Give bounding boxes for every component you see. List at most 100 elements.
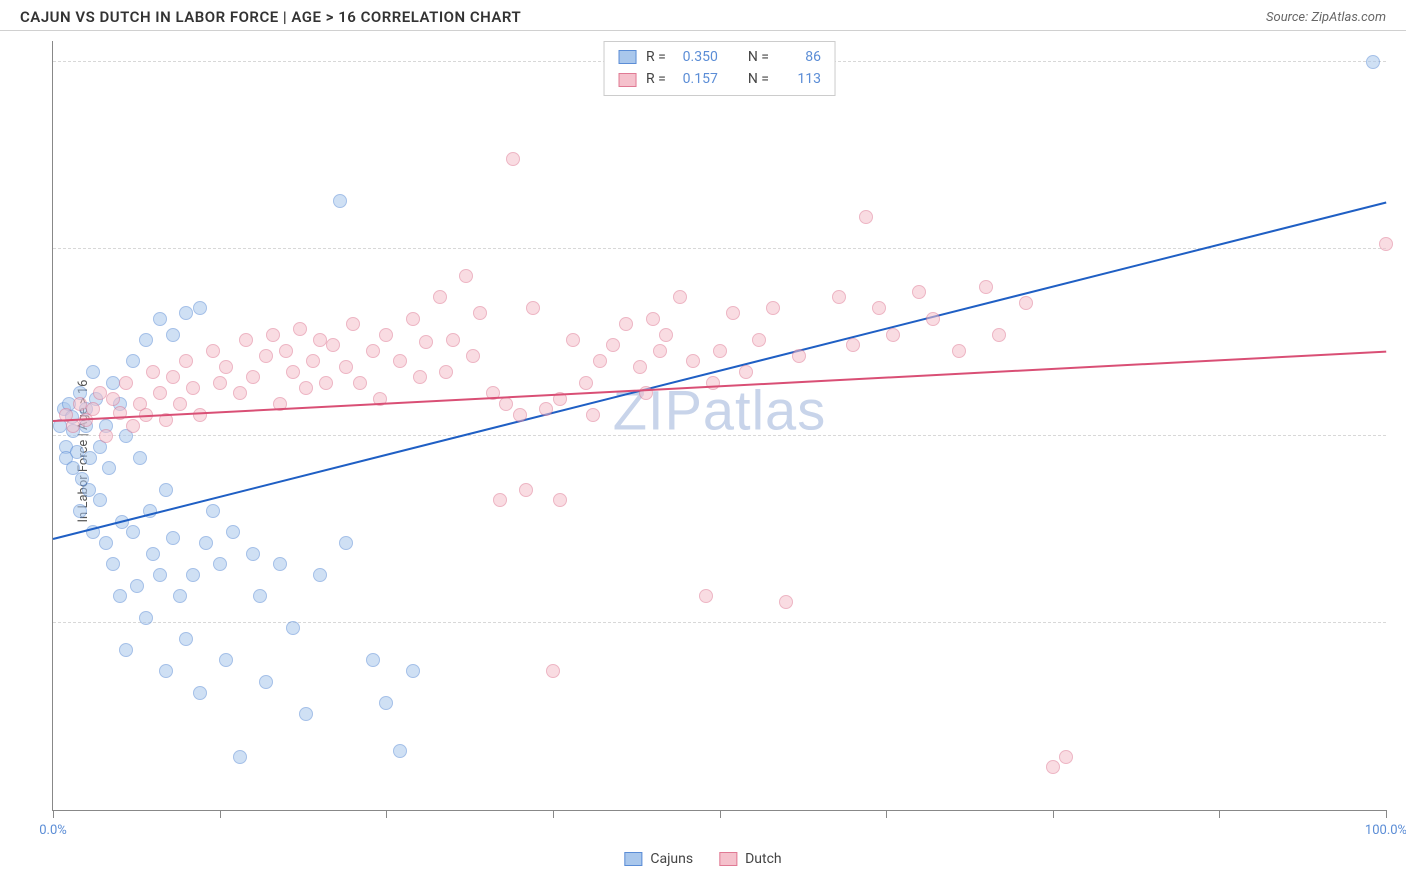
scatter-point: [319, 376, 333, 390]
legend-swatch: [719, 852, 737, 866]
x-tick: [53, 810, 54, 818]
scatter-point: [646, 312, 660, 326]
scatter-point: [539, 402, 553, 416]
scatter-point: [299, 381, 313, 395]
stat-label-r: R =: [646, 46, 666, 68]
scatter-point: [86, 365, 100, 379]
scatter-point: [102, 461, 116, 475]
scatter-point: [193, 408, 207, 422]
scatter-point: [106, 557, 120, 571]
x-tick: [1053, 810, 1054, 818]
scatter-point: [206, 504, 220, 518]
legend-swatch: [624, 852, 642, 866]
scatter-point: [279, 344, 293, 358]
scatter-point: [246, 370, 260, 384]
scatter-point: [146, 365, 160, 379]
scatter-point: [106, 376, 120, 390]
chart-source: Source: ZipAtlas.com: [1266, 10, 1386, 25]
scatter-point: [299, 707, 313, 721]
scatter-point: [473, 306, 487, 320]
scatter-point: [233, 386, 247, 400]
scatter-point: [766, 301, 780, 315]
scatter-point: [166, 531, 180, 545]
scatter-point: [193, 301, 207, 315]
scatter-point: [579, 376, 593, 390]
scatter-point: [106, 392, 120, 406]
scatter-point: [113, 589, 127, 603]
x-tick: [1386, 810, 1387, 818]
scatter-point: [832, 290, 846, 304]
scatter-point: [606, 338, 620, 352]
scatter-point: [586, 408, 600, 422]
scatter-point: [1019, 296, 1033, 310]
scatter-point: [159, 483, 173, 497]
scatter-point: [979, 280, 993, 294]
legend-swatch: [618, 73, 636, 87]
scatter-point: [406, 312, 420, 326]
trend-line: [53, 351, 1386, 422]
scatter-point: [553, 493, 567, 507]
scatter-point: [166, 370, 180, 384]
scatter-point: [513, 408, 527, 422]
scatter-point: [366, 653, 380, 667]
scatter-point: [286, 365, 300, 379]
scatter-point: [1379, 237, 1393, 251]
scatter-point: [653, 344, 667, 358]
legend-item: Cajuns: [624, 851, 693, 867]
scatter-point: [339, 360, 353, 374]
scatter-point: [872, 301, 886, 315]
scatter-point: [752, 333, 766, 347]
scatter-point: [293, 322, 307, 336]
scatter-point: [70, 445, 84, 459]
stat-value-n: 113: [779, 68, 821, 90]
scatter-point: [566, 333, 580, 347]
scatter-point: [379, 696, 393, 710]
scatter-point: [226, 525, 240, 539]
x-tick: [553, 810, 554, 818]
scatter-point: [253, 589, 267, 603]
legend-label: Cajuns: [650, 851, 693, 867]
scatter-point: [259, 675, 273, 689]
legend-label: Dutch: [745, 851, 782, 867]
scatter-point: [339, 536, 353, 550]
scatter-point: [146, 547, 160, 561]
scatter-point: [333, 194, 347, 208]
scatter-point: [153, 386, 167, 400]
scatter-point: [779, 595, 793, 609]
scatter-point: [419, 335, 433, 349]
x-tick: [720, 810, 721, 818]
scatter-point: [699, 589, 713, 603]
scatter-point: [886, 328, 900, 342]
correlation-stats-box: R =0.350N =86R =0.157N =113: [603, 41, 836, 96]
x-tick-label: 0.0%: [39, 823, 67, 838]
plot-region: ZIPatlas 47.5%65.0%82.5%100.0%0.0%100.0%…: [52, 41, 1386, 811]
scatter-point: [159, 664, 173, 678]
x-tick: [220, 810, 221, 818]
scatter-point: [219, 653, 233, 667]
scatter-point: [206, 344, 220, 358]
scatter-point: [459, 269, 473, 283]
scatter-point: [366, 344, 380, 358]
scatter-point: [439, 365, 453, 379]
scatter-point: [213, 557, 227, 571]
scatter-point: [406, 664, 420, 678]
scatter-point: [73, 504, 87, 518]
legend-swatch: [618, 50, 636, 64]
scatter-point: [726, 306, 740, 320]
scatter-point: [926, 312, 940, 326]
scatter-point: [199, 536, 213, 550]
scatter-point: [306, 354, 320, 368]
scatter-point: [1046, 760, 1060, 774]
scatter-point: [93, 386, 107, 400]
scatter-point: [166, 328, 180, 342]
gridline-h: [53, 435, 1386, 436]
scatter-point: [186, 568, 200, 582]
scatter-point: [246, 547, 260, 561]
stats-row: R =0.350N =86: [618, 46, 821, 68]
scatter-point: [346, 317, 360, 331]
scatter-point: [173, 589, 187, 603]
scatter-point: [659, 328, 673, 342]
scatter-point: [686, 354, 700, 368]
scatter-point: [153, 312, 167, 326]
scatter-point: [173, 397, 187, 411]
